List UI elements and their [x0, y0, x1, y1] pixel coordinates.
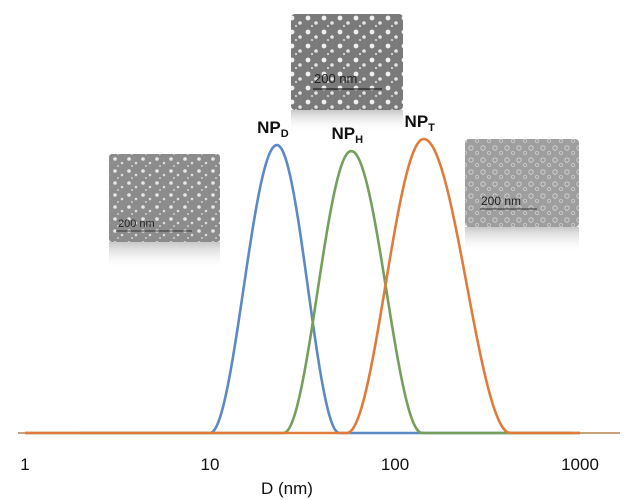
x-tick-label: 100: [381, 455, 409, 474]
tem-inset-nph: 200 nm: [291, 14, 403, 132]
curve-npt: [25, 137, 580, 435]
tem-scale-label-nph: 200 nm: [314, 71, 357, 86]
peak-label-npt: NPT: [405, 112, 436, 134]
tem-inset-npd: 200 nm: [109, 154, 220, 270]
x-axis-title: D (nm): [261, 479, 313, 498]
tem-inset-npt: 200 nm: [465, 139, 579, 253]
x-tick-label: 10: [201, 455, 220, 474]
peak-label-nph: NPH: [331, 124, 363, 146]
peak-label-npd: NPD: [257, 118, 289, 140]
x-tick-label: 1000: [561, 455, 599, 474]
tem-scale-label-npt: 200 nm: [481, 194, 521, 208]
tem-scale-label-npd: 200 nm: [118, 218, 155, 230]
x-tick-label: 1: [20, 455, 29, 474]
